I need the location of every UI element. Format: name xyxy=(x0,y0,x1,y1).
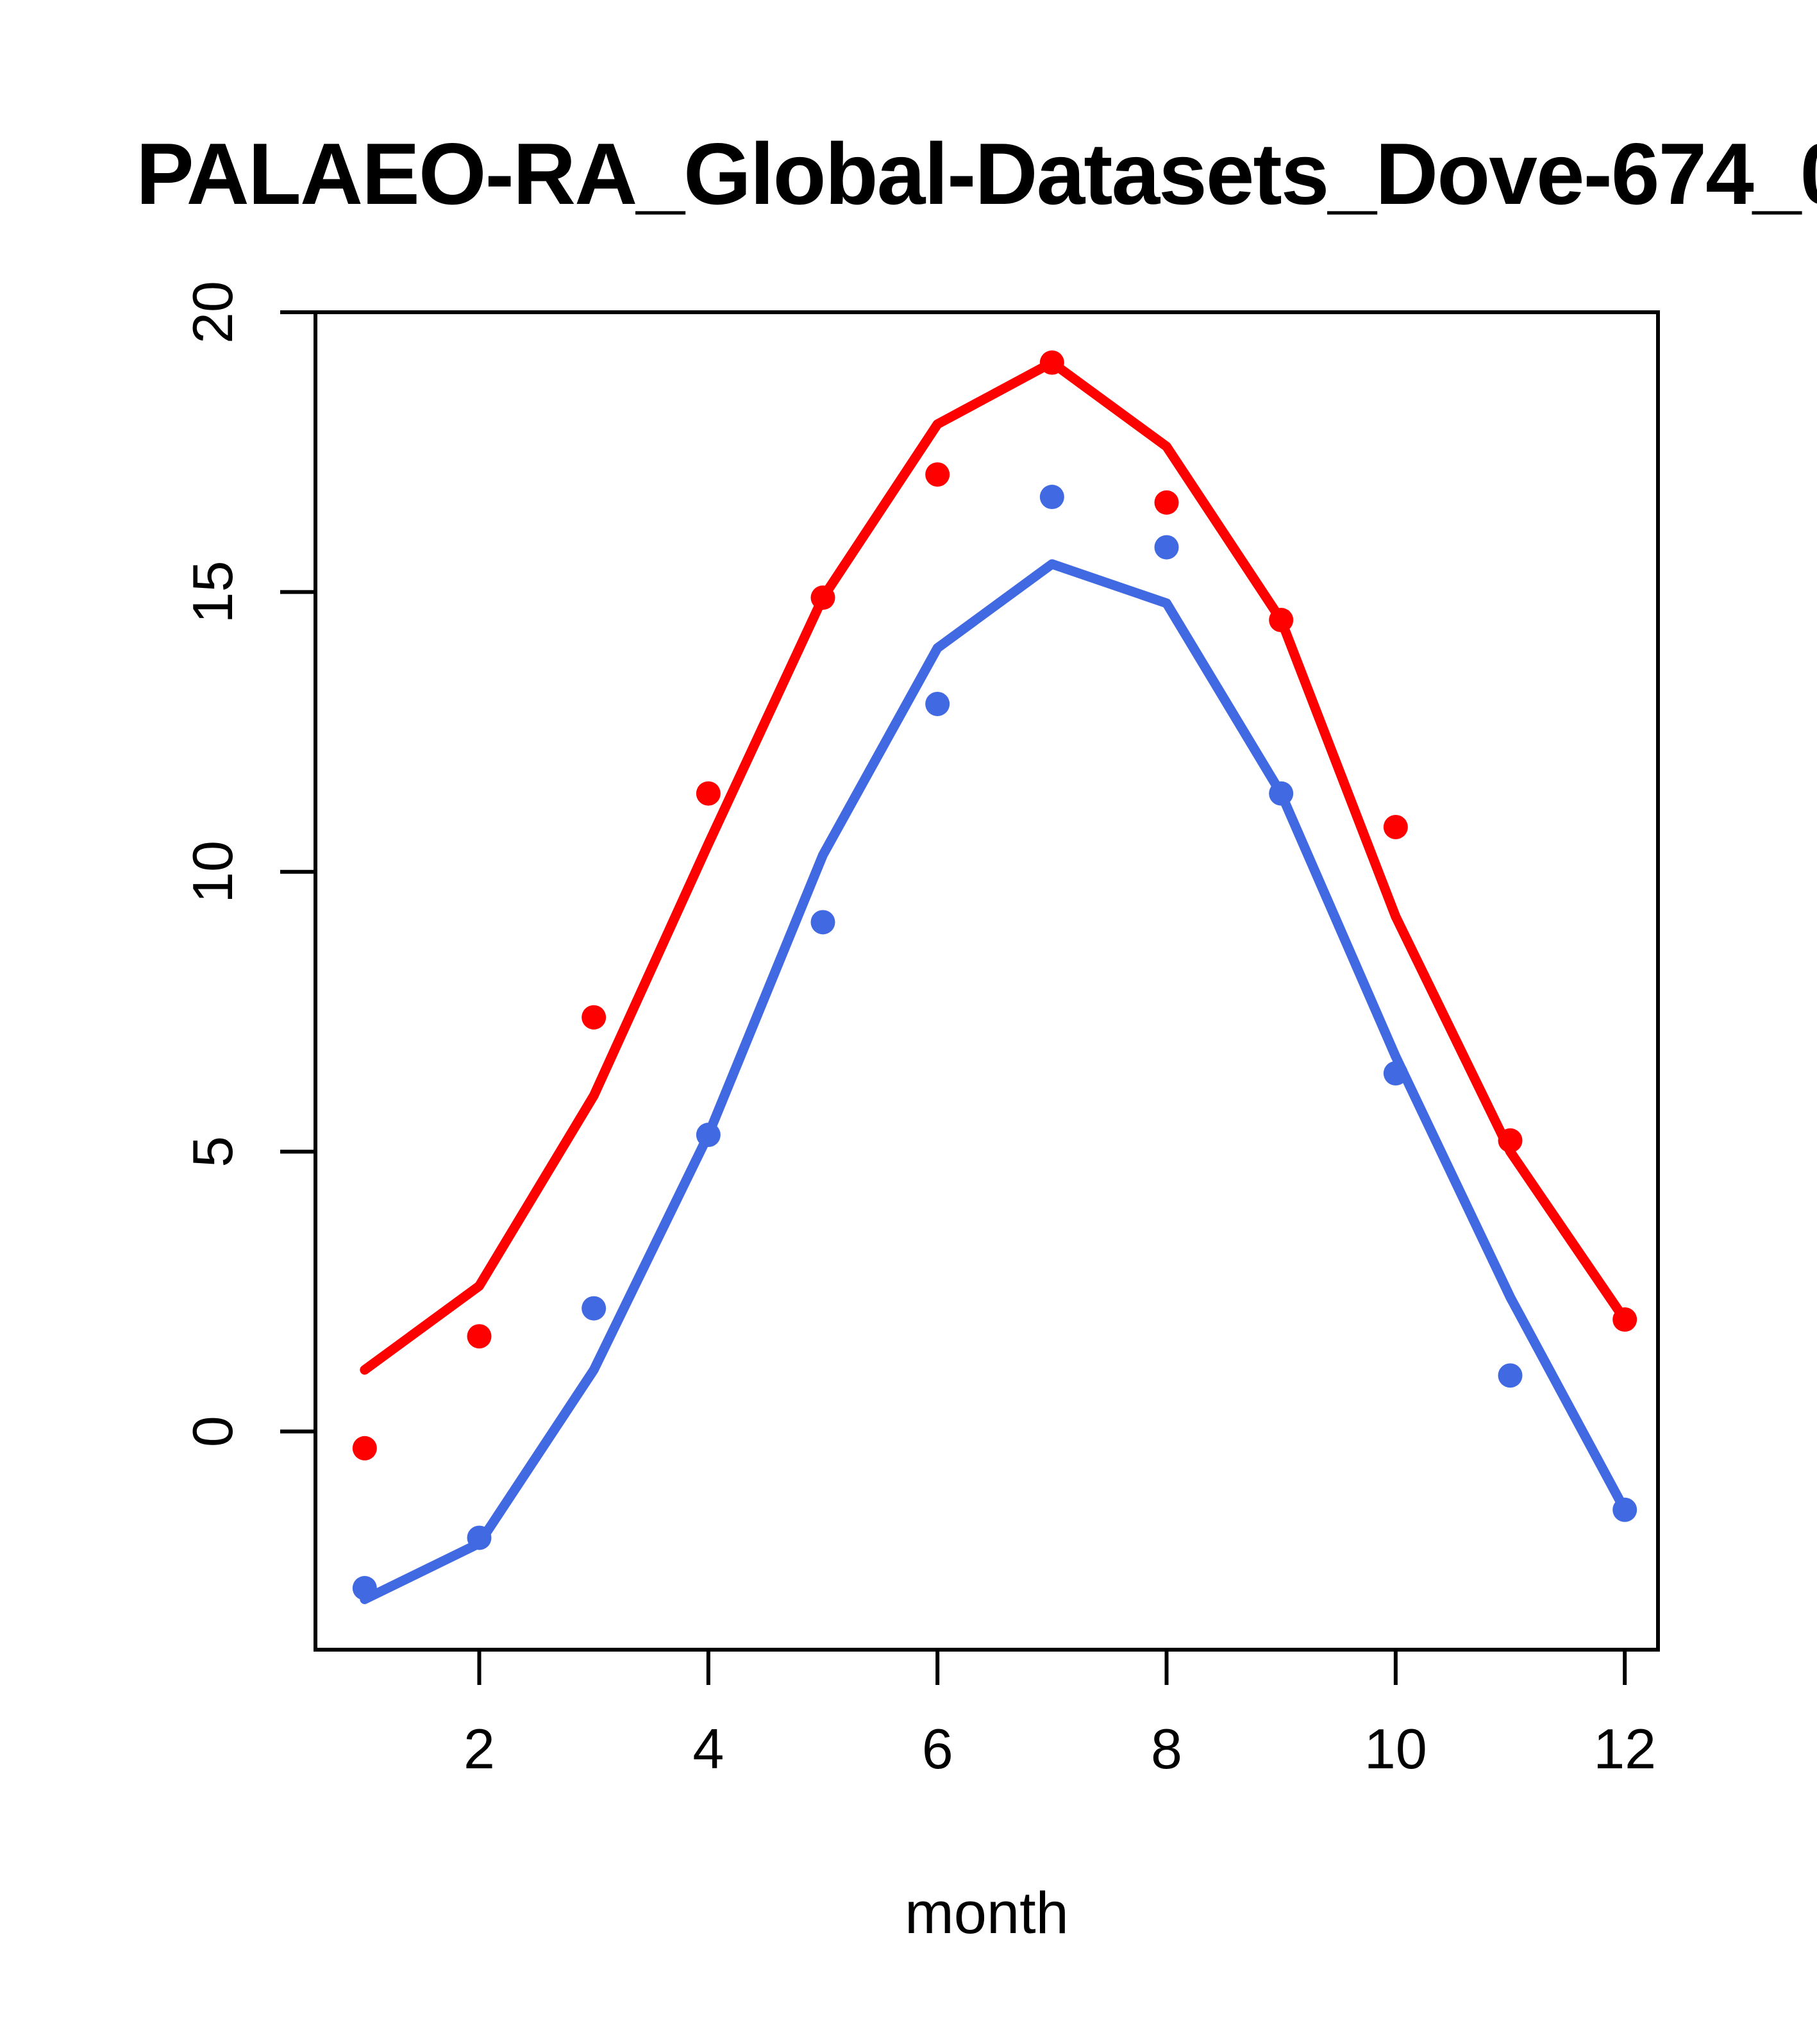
red-points-observed-dot xyxy=(1612,1307,1637,1332)
plot-box xyxy=(314,310,1660,1652)
x-axis-title: month xyxy=(905,1881,1069,1946)
plot-title: PALAEO-RA_Global-Datasets_Dove-674_02_ta xyxy=(136,125,1817,222)
blue-points-observed-dot xyxy=(810,910,835,935)
blue-line-model xyxy=(360,559,1630,1604)
y-tick-label: 5 xyxy=(181,1136,244,1168)
red-points-observed-dot xyxy=(352,1436,377,1461)
blue-points-observed-dot xyxy=(696,1123,721,1148)
red-points-observed-dot xyxy=(810,585,835,610)
red-points-observed-dot xyxy=(1039,350,1064,375)
red-points-observed-dot xyxy=(1269,608,1294,633)
blue-points-observed-dot xyxy=(1269,781,1294,806)
blue-points-observed-dot xyxy=(1612,1497,1637,1522)
red-points-observed-dot xyxy=(925,462,950,487)
y-tick-label: 0 xyxy=(181,1416,244,1447)
red-points-observed-dot xyxy=(696,781,721,806)
y-tick-label: 15 xyxy=(181,560,244,623)
red-points-observed-dot xyxy=(467,1324,492,1349)
red-points-observed-dot xyxy=(1154,490,1179,515)
red-points-observed-dot xyxy=(582,1005,607,1030)
blue-points-observed-dot xyxy=(352,1575,377,1600)
blue-points-observed-dot xyxy=(925,691,950,716)
y-tick-label: 10 xyxy=(181,841,244,903)
red-points-observed-dot xyxy=(1498,1128,1523,1153)
red-line-model xyxy=(360,358,1630,1375)
red-points-observed-dot xyxy=(1383,814,1408,839)
x-tick-label: 8 xyxy=(1151,1717,1182,1780)
x-tick-label: 10 xyxy=(1364,1717,1427,1780)
blue-points-observed-dot xyxy=(1154,535,1179,560)
x-tick-label: 12 xyxy=(1593,1717,1656,1780)
blue-points-observed-dot xyxy=(1498,1363,1523,1388)
x-tick-label: 2 xyxy=(464,1717,495,1780)
blue-points-observed-dot xyxy=(467,1525,492,1550)
blue-points-observed-dot xyxy=(1039,485,1064,510)
blue-points-observed-dot xyxy=(582,1296,607,1321)
blue-points-observed-dot xyxy=(1383,1061,1408,1086)
x-tick-label: 4 xyxy=(692,1717,724,1780)
y-tick-label: 20 xyxy=(181,281,244,344)
x-tick-label: 6 xyxy=(922,1717,953,1780)
